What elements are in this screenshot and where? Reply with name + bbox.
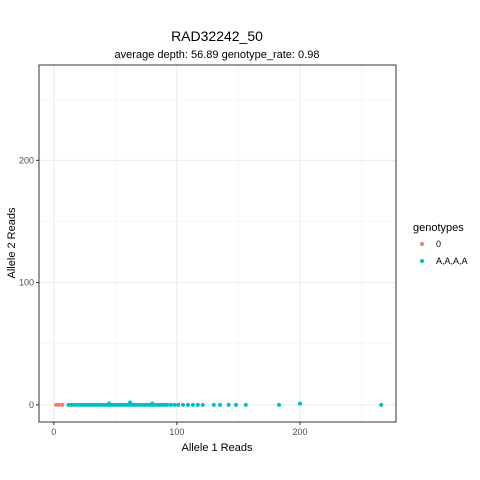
data-point — [168, 402, 173, 407]
data-point — [107, 401, 112, 406]
data-point — [211, 402, 216, 407]
data-point — [165, 402, 170, 407]
legend-key — [420, 242, 424, 246]
data-point — [185, 402, 190, 407]
chart-title: RAD32242_50 — [171, 28, 263, 44]
legend-key — [420, 259, 424, 263]
y-axis-title: Allele 2 Reads — [6, 207, 18, 278]
data-point — [128, 400, 133, 405]
grid-major — [39, 65, 396, 422]
plot-panel — [39, 65, 396, 422]
legend-title: genotypes — [413, 222, 464, 234]
y-axis-ticks: 0 100 200 — [19, 155, 39, 410]
legend: genotypes 0 A,A,A,A — [413, 222, 468, 266]
plot-panel-border — [38, 64, 397, 423]
data-point — [176, 402, 181, 407]
y-tick-label: 100 — [19, 278, 34, 288]
grid-minor — [39, 65, 396, 422]
data-point — [190, 402, 195, 407]
data-point — [150, 401, 155, 406]
data-point — [243, 402, 248, 407]
data-point — [181, 402, 186, 407]
data-point — [297, 401, 302, 406]
data-point — [172, 402, 177, 407]
y-tick-label: 200 — [19, 155, 34, 165]
data-point — [200, 402, 205, 407]
legend-items: 0 A,A,A,A — [420, 239, 468, 266]
data-point — [226, 402, 231, 407]
data-point — [56, 402, 61, 407]
x-axis-title: Allele 1 Reads — [182, 442, 253, 454]
data-point — [195, 402, 200, 407]
x-tick-label: 200 — [292, 427, 307, 437]
data-point — [379, 402, 384, 407]
x-axis-ticks: 0 100 200 — [51, 422, 307, 437]
legend-label: A,A,A,A — [436, 256, 468, 266]
data-point — [217, 402, 222, 407]
chart-subtitle: average depth: 56.89 genotype_rate: 0.98 — [115, 49, 320, 61]
legend-label: 0 — [436, 239, 441, 249]
data-points — [54, 400, 384, 407]
data-point — [60, 402, 65, 407]
data-point — [277, 402, 282, 407]
y-tick-label: 0 — [29, 400, 34, 410]
x-tick-label: 100 — [169, 427, 184, 437]
data-point — [233, 402, 238, 407]
x-tick-label: 0 — [51, 427, 56, 437]
